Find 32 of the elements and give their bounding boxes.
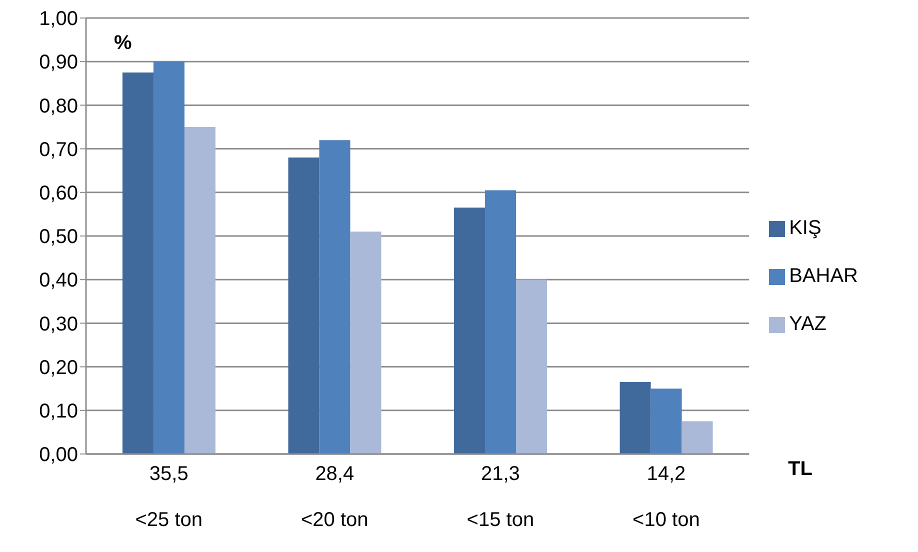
- y-tick-label: 0,30: [39, 313, 78, 336]
- y-axis-title: %: [114, 32, 132, 55]
- bar: [153, 62, 184, 454]
- y-tick-label: 0,40: [39, 270, 78, 292]
- bar: [516, 280, 548, 454]
- y-tick-label: 0,50: [39, 226, 78, 248]
- bar: [485, 190, 516, 454]
- y-tick-label: 0,90: [39, 52, 78, 74]
- bar: [650, 388, 682, 454]
- bar: [122, 72, 154, 454]
- category-label: 21,3 <15 ton: [466, 463, 534, 531]
- y-tick-label: 0,10: [39, 400, 78, 422]
- y-tick-label: 0,60: [39, 182, 78, 204]
- y-tick-label: 0,00: [39, 444, 78, 466]
- legend-label: KIŞ: [789, 217, 822, 239]
- y-tick-label: 0,20: [39, 356, 78, 379]
- bar: [454, 208, 486, 454]
- x-axis-title: TL: [788, 458, 812, 481]
- legend-label: BAHAR: [789, 265, 858, 287]
- bar: [682, 421, 713, 454]
- category-label: 35,5 <25 ton: [135, 463, 203, 531]
- y-tick-label: 1,00: [39, 8, 78, 30]
- bar: [184, 127, 216, 454]
- y-tick-label: 0,80: [39, 95, 78, 118]
- bar: [288, 158, 320, 454]
- legend-label: YAZ: [789, 313, 827, 335]
- y-tick-label: 0,70: [39, 138, 78, 161]
- bar: [350, 232, 382, 454]
- bar: [319, 140, 350, 454]
- category-label: 14,2 <10 ton: [632, 463, 700, 531]
- category-label: 28,4 <20 ton: [301, 463, 368, 531]
- bar: [620, 382, 651, 454]
